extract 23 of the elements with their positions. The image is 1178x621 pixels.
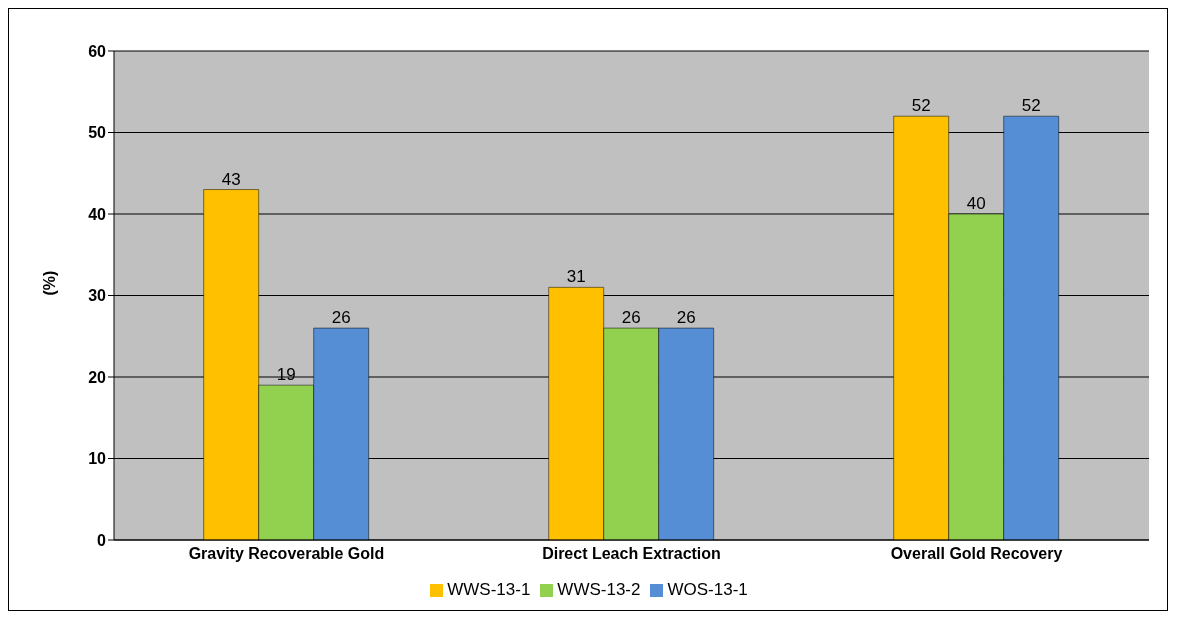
data-label: 26 <box>331 308 351 328</box>
x-tick-label: Overall Gold Recovery <box>890 545 1063 563</box>
x-tick-label: Direct Leach Extraction <box>542 545 721 563</box>
data-label: 40 <box>966 194 986 213</box>
x-tick-label: Gravity Recoverable Gold <box>188 545 385 563</box>
y-tick-label: 10 <box>88 450 107 468</box>
y-axis-title: (%) <box>40 270 58 296</box>
data-label: 19 <box>276 365 296 385</box>
y-tick-label: 50 <box>88 124 107 142</box>
legend-label: WWS-13-1 <box>447 580 531 599</box>
data-label: 26 <box>676 308 696 328</box>
y-tick-label: 60 <box>88 42 107 60</box>
y-tick-label: 30 <box>88 287 107 305</box>
legend-label: WWS-13-2 <box>557 580 641 599</box>
y-tick-label: 20 <box>88 368 107 386</box>
legend-label: WOS-13-1 <box>667 580 748 599</box>
data-label: 43 <box>221 169 241 189</box>
data-label: 52 <box>1021 96 1041 116</box>
y-tick-label: 40 <box>88 205 107 223</box>
data-label: 52 <box>911 96 931 116</box>
y-tick-label: 0 <box>97 531 107 549</box>
data-label: 31 <box>566 267 586 287</box>
data-label: 26 <box>621 308 641 328</box>
